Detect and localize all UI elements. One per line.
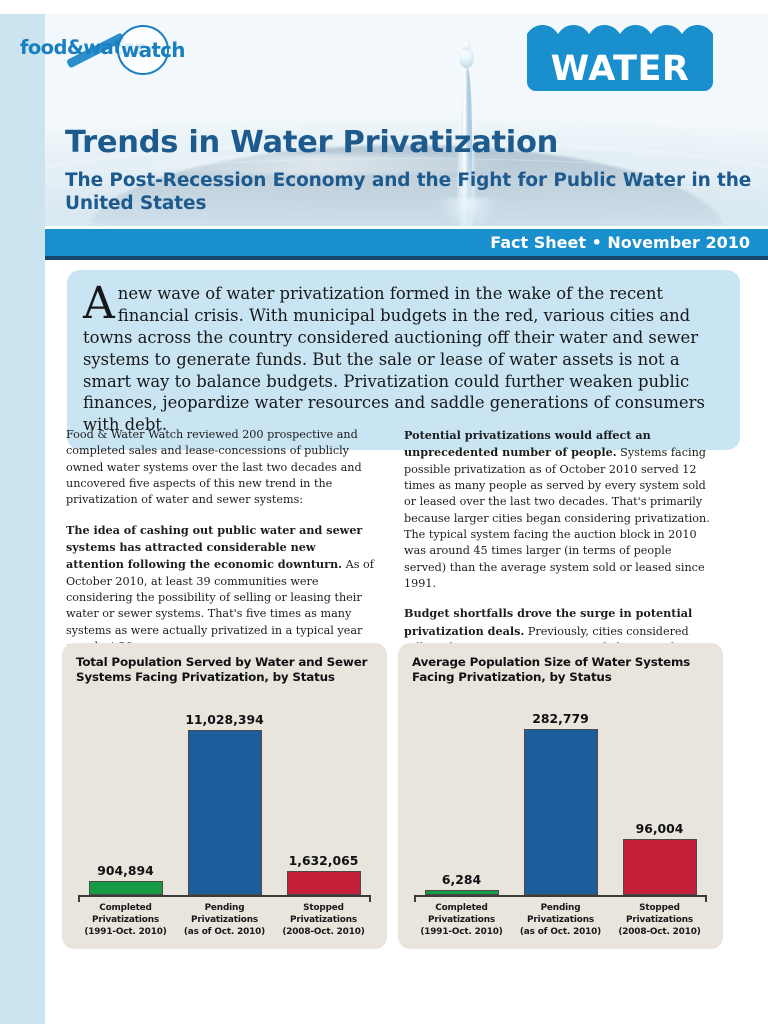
chart-x-label: Stopped Privatizations (2008-Oct. 2010)	[618, 903, 701, 937]
page-subtitle: The Post-Recession Economy and the Fight…	[65, 169, 752, 215]
bar-rect	[523, 729, 598, 895]
chart-panel-total-population: Total Population Served by Water and Sew…	[62, 643, 387, 949]
bar-value-label: 282,779	[532, 711, 589, 727]
chart-bars: 6,284 282,779 96,004	[412, 699, 709, 895]
chart-axis-tick-right	[705, 895, 707, 902]
paragraph-text: Food & Water Watch reviewed 200 prospect…	[66, 428, 362, 507]
chart-title: Average Population Size of Water Systems…	[412, 655, 691, 685]
droplet-head	[459, 46, 474, 68]
bar-value-label: 11,028,394	[185, 711, 264, 727]
chart-x-labels: Completed Privatizations (1991-Oct. 2010) P…	[412, 903, 709, 939]
chart-x-label: Pending Privatizations (as of Oct. 2010)	[519, 903, 602, 937]
bar-rect	[88, 881, 163, 895]
bar-rect	[622, 838, 697, 895]
body-column-left: Food & Water Watch reviewed 200 prospect…	[66, 427, 376, 668]
intro-body-text: new wave of water privatization formed i…	[83, 284, 705, 435]
intro-dropcap: A	[83, 278, 115, 329]
chart-axis-tick-left	[78, 895, 80, 902]
photo-bottom-fade	[45, 128, 768, 226]
logo-text-foodandwater: food&water	[20, 36, 144, 59]
chart-bar-group: 904,894	[87, 699, 165, 895]
bar-rect	[286, 870, 361, 895]
page-title: Trends in Water Privatization	[65, 125, 559, 160]
fact-sheet-date: Fact Sheet • November 2010	[490, 233, 750, 252]
chart-bar-group: 96,004	[621, 699, 699, 895]
left-margin-strip-top	[0, 0, 45, 14]
chart-bars: 904,894 11,028,394 1,632,065	[76, 699, 373, 895]
chart-x-labels: Completed Privatizations (1991-Oct. 2010) P…	[76, 903, 373, 939]
paragraph: Potential privatizations would affect an…	[404, 427, 714, 592]
badge-label: WATER	[550, 49, 690, 89]
paragraph-lead: Potential privatizations would affect an…	[404, 428, 651, 460]
chart-plot-area: 6,284 282,779 96,004	[412, 699, 709, 902]
magnifier-lens-icon	[117, 25, 169, 75]
bar-value-label: 904,894	[97, 863, 154, 879]
bar-value-label: 6,284	[441, 872, 482, 887]
chart-x-label: Pending Privatizations (as of Oct. 2010)	[183, 903, 266, 937]
chart-axis-tick-left	[414, 895, 416, 902]
paragraph-text: As of October 2010, at least 39 communit…	[66, 558, 374, 653]
paragraph-lead: The idea of cashing out public water and…	[66, 522, 363, 572]
chart-bar-group: 6,284	[423, 699, 501, 895]
chart-x-label: Completed Privatizations (1991-Oct. 2010)	[420, 903, 503, 937]
chart-title: Total Population Served by Water and Sew…	[76, 655, 368, 685]
chart-panel-average-population: Average Population Size of Water Systems…	[398, 643, 723, 949]
paragraph: The idea of cashing out public water and…	[66, 522, 376, 656]
chart-bar-group: 1,632,065	[285, 699, 363, 895]
bar-rect	[424, 890, 499, 895]
fact-sheet-bar-underline	[45, 256, 768, 260]
chart-axis-line	[78, 895, 371, 897]
left-margin-strip	[0, 0, 45, 1024]
chart-plot-area: 904,894 11,028,394 1,632,065	[76, 699, 373, 902]
chart-bar-group: 282,779	[522, 699, 600, 895]
paragraph-lead: Budget shortfalls drove the surge in pot…	[404, 606, 693, 638]
water-topic-badge: WATER	[527, 25, 713, 91]
fact-sheet-bar: Fact Sheet • November 2010	[45, 229, 768, 256]
paragraph: Food & Water Watch reviewed 200 prospect…	[66, 427, 376, 509]
paragraph-text: Systems facing possible privatization as…	[404, 446, 710, 591]
droplet-bead	[462, 40, 471, 51]
chart-axis-line	[414, 895, 707, 897]
chart-x-label: Stopped Privatizations (2008-Oct. 2010)	[282, 903, 365, 937]
chart-axis-tick-right	[369, 895, 371, 902]
chart-x-label: Completed Privatizations (1991-Oct. 2010)	[84, 903, 167, 937]
bar-value-label: 1,632,065	[288, 852, 359, 868]
badge-body	[527, 38, 713, 91]
bar-rect	[187, 729, 262, 895]
title-block: Trends in Water Privatization The Post-R…	[65, 126, 755, 216]
food-and-water-watch-logo[interactable]: food&water watch	[20, 22, 240, 82]
logo-text-watch: watch	[121, 38, 185, 62]
bar-value-label: 96,004	[635, 820, 684, 836]
chart-bar-group: 11,028,394	[185, 699, 264, 895]
